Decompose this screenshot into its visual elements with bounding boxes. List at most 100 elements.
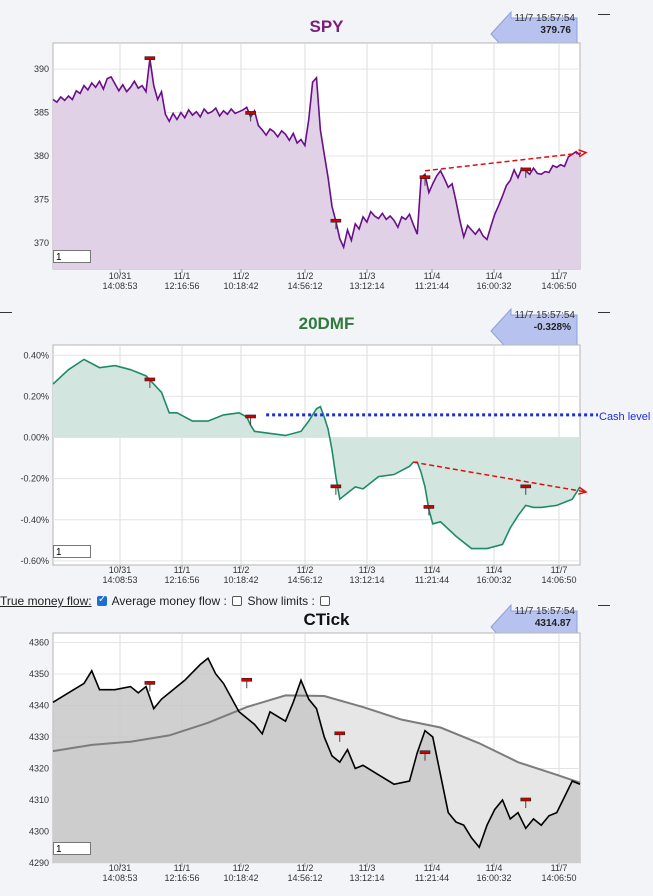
y-tick-label: 380 xyxy=(34,151,49,161)
y-tick-label: 4300 xyxy=(29,826,49,836)
spy-period-input[interactable]: 1 xyxy=(53,250,91,263)
x-tick-time-label: 14:56:12 xyxy=(287,873,322,883)
x-tick-time-label: 16:00:32 xyxy=(476,873,511,883)
x-tick-date-label: 11/2 xyxy=(233,271,250,281)
series-area xyxy=(53,658,580,863)
series-line xyxy=(52,656,581,849)
x-tick-date-label: 11/2 xyxy=(233,565,250,575)
show-limits-checkbox[interactable] xyxy=(320,596,331,606)
y-tick-label: 375 xyxy=(34,194,49,204)
average-money-flow-label: Average money flow : xyxy=(111,594,227,608)
y-tick-label: 4290 xyxy=(29,858,49,868)
x-tick-date-label: 11/4 xyxy=(486,565,503,575)
x-tick-time-label: 13:12:14 xyxy=(349,873,384,883)
x-tick-date-label: 11/2 xyxy=(297,271,314,281)
event-marker xyxy=(245,111,256,115)
event-marker xyxy=(334,731,346,736)
event-marker xyxy=(520,167,532,172)
x-tick-date-label: 11/2 xyxy=(233,863,250,873)
event-marker xyxy=(330,218,342,223)
ctick-badge-time: 11/7 15:57:54 xyxy=(514,606,575,617)
y-tick-label: 385 xyxy=(34,108,49,118)
x-tick-time-label: 14:06:50 xyxy=(541,873,576,883)
money-flow-controls: True money flow: Average money flow : Sh… xyxy=(0,594,332,608)
x-tick-time-label: 10:18:42 xyxy=(223,575,258,585)
x-tick-date-label: 11/3 xyxy=(359,565,376,575)
x-tick-time-label: 10:18:42 xyxy=(223,281,258,291)
x-tick-time-label: 12:16:56 xyxy=(164,281,199,291)
event-marker xyxy=(520,484,532,489)
event-marker xyxy=(144,377,156,382)
true-money-flow-label: True money flow: xyxy=(0,594,92,608)
x-tick-time-label: 14:06:50 xyxy=(541,281,576,291)
x-tick-date-label: 11/7 xyxy=(551,271,568,281)
series-line xyxy=(52,358,581,550)
y-tick-label: 0.40% xyxy=(23,350,49,360)
y-tick-label: 0.20% xyxy=(23,391,49,401)
x-tick-time-label: 14:08:53 xyxy=(102,575,137,585)
x-tick-time-label: 12:16:56 xyxy=(164,575,199,585)
x-tick-time-label: 16:00:32 xyxy=(476,575,511,585)
x-tick-date-label: 11/1 xyxy=(174,565,191,575)
trend-line xyxy=(424,151,587,172)
event-marker xyxy=(144,56,156,60)
dmf-chart: -0.60%-0.40%-0.20%0.00%0.20%0.40%10/3114… xyxy=(20,344,598,585)
x-tick-date-label: 11/2 xyxy=(297,565,314,575)
x-tick-date-label: 11/4 xyxy=(424,565,441,575)
trend-line xyxy=(413,461,587,493)
trend-arrowhead xyxy=(578,149,588,158)
series-area xyxy=(53,359,580,549)
dmf-chart-title: 20DMF xyxy=(298,314,355,333)
event-marker xyxy=(245,414,256,419)
x-tick-time-label: 14:08:53 xyxy=(102,281,137,291)
average-money-flow-checkbox[interactable] xyxy=(232,596,243,606)
x-tick-date-label: 11/4 xyxy=(424,271,441,281)
x-tick-time-label: 11:21:44 xyxy=(415,873,449,883)
series-area xyxy=(53,58,580,270)
event-marker xyxy=(419,175,431,180)
y-tick-label: 390 xyxy=(34,64,49,74)
x-tick-time-label: 14:56:12 xyxy=(287,281,322,291)
spy-badge-value: 379.76 xyxy=(540,25,571,36)
x-tick-date-label: 10/31 xyxy=(109,863,132,873)
event-marker xyxy=(419,750,431,755)
event-marker xyxy=(241,677,253,682)
x-tick-time-label: 14:56:12 xyxy=(287,575,322,585)
ctick-period-input[interactable]: 1 xyxy=(53,842,91,855)
y-tick-label: -0.20% xyxy=(20,474,49,484)
x-tick-time-label: 13:12:14 xyxy=(349,281,384,291)
x-tick-date-label: 11/7 xyxy=(551,565,568,575)
ctick-chart: 4290430043104320433043404350436010/3114:… xyxy=(29,632,581,883)
trend-arrowhead xyxy=(578,486,588,495)
cash-level-label: Cash level xyxy=(599,411,651,423)
y-tick-label: 4360 xyxy=(29,637,49,647)
x-tick-date-label: 11/3 xyxy=(359,863,376,873)
y-tick-label: 4350 xyxy=(29,669,49,679)
x-tick-date-label: 11/1 xyxy=(174,863,191,873)
average-line xyxy=(52,694,581,784)
y-tick-label: 0.00% xyxy=(23,433,49,443)
y-tick-label: 370 xyxy=(34,238,49,248)
x-tick-date-label: 11/1 xyxy=(174,271,191,281)
spy-badge-time: 11/7 15:57:54 xyxy=(514,13,575,24)
x-tick-time-label: 13:12:14 xyxy=(349,575,384,585)
ctick-badge-value: 4314.87 xyxy=(534,618,571,629)
show-limits-label: Show limits : xyxy=(247,594,315,608)
x-tick-date-label: 11/4 xyxy=(486,271,503,281)
y-tick-label: -0.60% xyxy=(20,556,49,566)
event-marker xyxy=(144,681,156,685)
x-tick-date-label: 11/2 xyxy=(297,863,314,873)
y-tick-label: -0.40% xyxy=(20,515,49,525)
dmf-period-input[interactable]: 1 xyxy=(53,545,91,558)
x-tick-date-label: 10/31 xyxy=(109,565,132,575)
x-tick-date-label: 10/31 xyxy=(109,271,132,281)
y-tick-label: 4310 xyxy=(29,795,49,805)
spy-chart-title: SPY xyxy=(309,17,344,36)
series-line xyxy=(52,58,581,250)
x-tick-date-label: 11/4 xyxy=(424,863,441,873)
true-money-flow-checkbox[interactable] xyxy=(96,594,107,606)
dmf-badge-time: 11/7 15:57:54 xyxy=(514,310,575,321)
x-tick-time-label: 11:21:44 xyxy=(415,575,449,585)
x-tick-time-label: 14:06:50 xyxy=(541,575,576,585)
